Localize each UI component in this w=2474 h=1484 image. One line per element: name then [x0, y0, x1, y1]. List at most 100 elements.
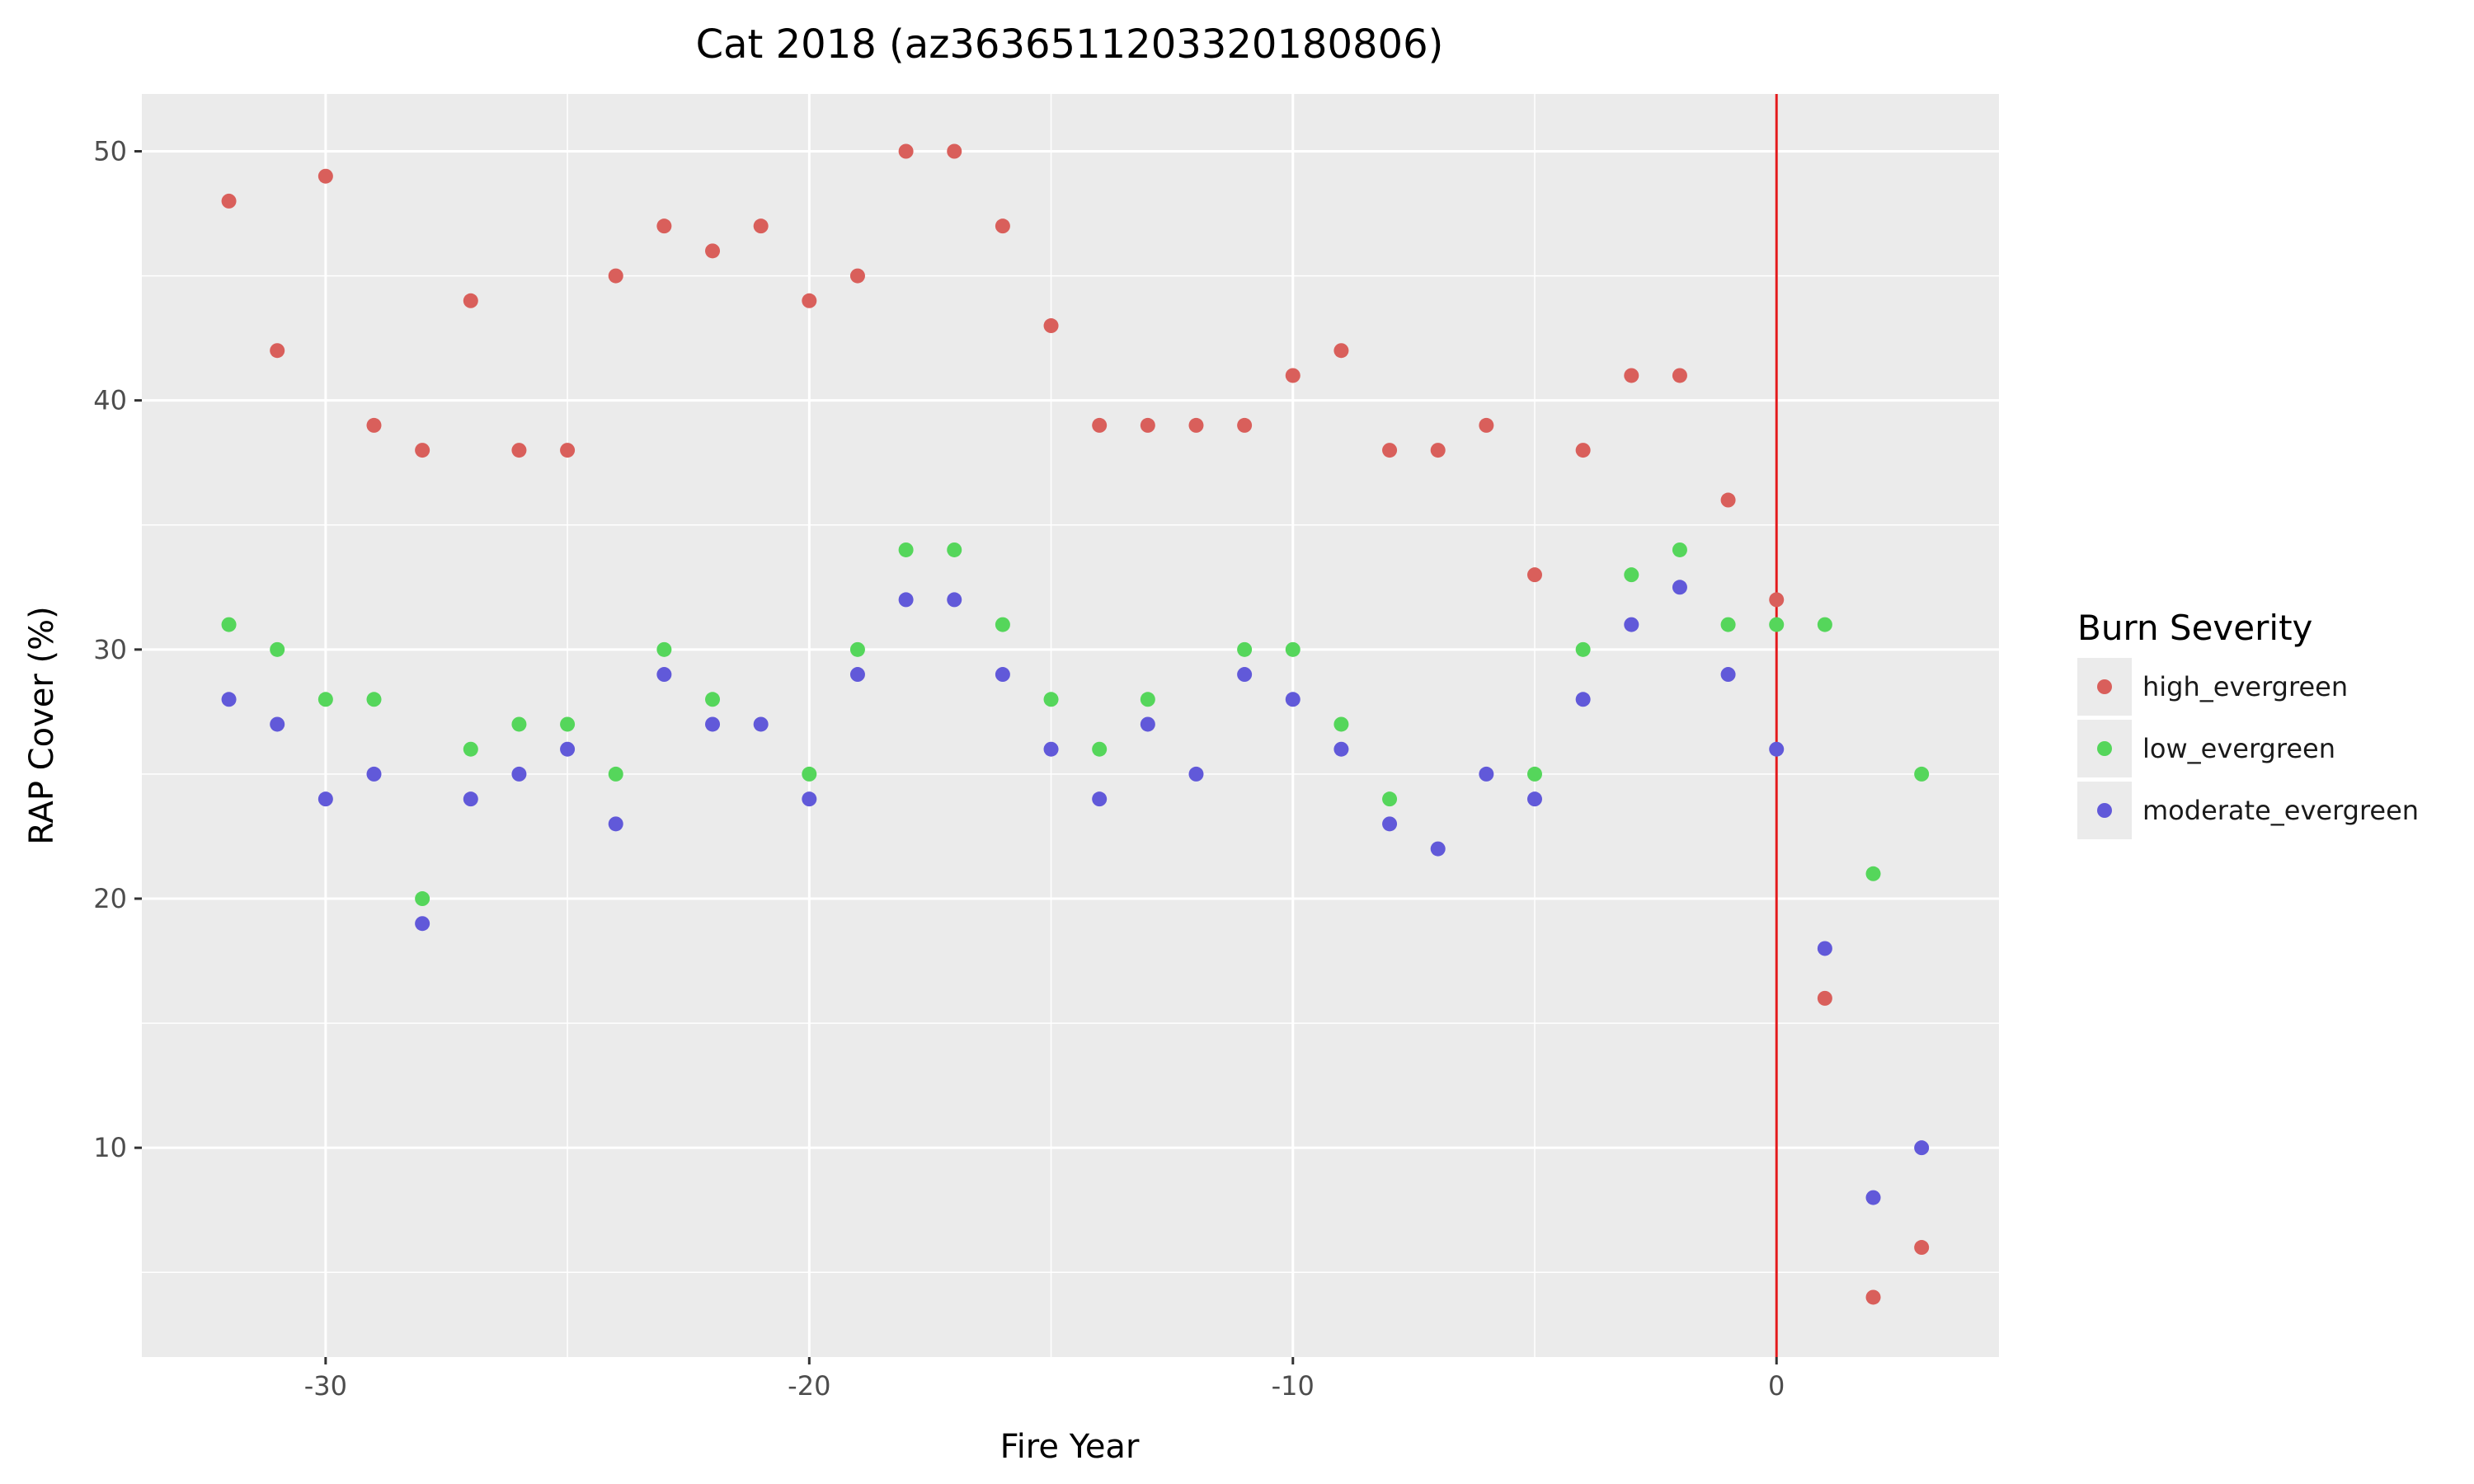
point-moderate-evergreen — [1575, 692, 1591, 707]
point-high-evergreen — [1140, 417, 1155, 433]
point-high-evergreen — [656, 218, 672, 234]
point-moderate-evergreen — [656, 667, 672, 683]
point-moderate-evergreen — [560, 741, 576, 757]
point-high-evergreen — [1672, 368, 1687, 383]
point-moderate-evergreen — [1527, 791, 1542, 807]
point-low-evergreen — [1382, 791, 1398, 807]
point-high-evergreen — [463, 293, 478, 308]
legend: Burn Severity high_evergreen low_evergree… — [2077, 608, 2419, 839]
point-moderate-evergreen — [366, 766, 382, 782]
point-high-evergreen — [221, 193, 237, 209]
y-axis-ticks: 10 20 30 40 50 — [93, 135, 142, 1163]
point-moderate-evergreen — [1672, 580, 1687, 595]
x-tick-label: -10 — [1272, 1370, 1315, 1402]
point-high-evergreen — [1769, 592, 1785, 608]
point-moderate-evergreen — [270, 716, 285, 732]
point-low-evergreen — [1575, 641, 1591, 657]
point-high-evergreen — [849, 268, 865, 284]
point-high-evergreen — [753, 218, 769, 234]
point-low-evergreen — [1527, 766, 1542, 782]
point-low-evergreen — [1720, 617, 1736, 632]
point-low-evergreen — [1769, 617, 1785, 632]
point-moderate-evergreen — [608, 816, 623, 832]
point-low-evergreen — [317, 692, 333, 707]
point-low-evergreen — [1624, 567, 1639, 583]
data-points — [221, 143, 1930, 1305]
point-low-evergreen — [1140, 692, 1155, 707]
point-high-evergreen — [947, 143, 962, 159]
point-high-evergreen — [1237, 417, 1253, 433]
x-axis-title: Fire Year — [1000, 1428, 1140, 1466]
point-low-evergreen — [1333, 716, 1349, 732]
y-axis-title: RAP Cover (%) — [23, 606, 61, 844]
y-tick-label: 40 — [93, 385, 127, 416]
point-low-evergreen — [656, 641, 672, 657]
point-low-evergreen — [1672, 542, 1687, 557]
point-high-evergreen — [511, 443, 527, 458]
x-tick-label: 0 — [1768, 1370, 1785, 1402]
chart-title: Cat 2018 (az3636511203320180806) — [696, 21, 1444, 68]
point-low-evergreen — [270, 641, 285, 657]
y-tick-label: 50 — [93, 135, 127, 167]
point-high-evergreen — [608, 268, 623, 284]
point-high-evergreen — [1914, 1240, 1930, 1256]
point-high-evergreen — [1333, 343, 1349, 359]
point-moderate-evergreen — [1188, 766, 1204, 782]
point-low-evergreen — [221, 617, 237, 632]
point-high-evergreen — [1624, 368, 1639, 383]
legend-label-moderate-evergreen: moderate_evergreen — [2142, 795, 2419, 826]
point-low-evergreen — [802, 766, 817, 782]
point-high-evergreen — [1527, 567, 1542, 583]
point-high-evergreen — [415, 443, 430, 458]
point-moderate-evergreen — [753, 716, 769, 732]
point-low-evergreen — [1043, 692, 1059, 707]
point-low-evergreen — [560, 716, 576, 732]
point-high-evergreen — [317, 168, 333, 184]
y-tick-label: 10 — [93, 1132, 127, 1163]
point-low-evergreen — [1285, 641, 1300, 657]
legend-label-low-evergreen: low_evergreen — [2142, 733, 2335, 764]
point-high-evergreen — [1575, 443, 1591, 458]
point-low-evergreen — [511, 716, 527, 732]
x-axis-ticks: -30 -20 -10 0 — [304, 1357, 1785, 1402]
point-moderate-evergreen — [511, 766, 527, 782]
y-tick-label: 20 — [93, 883, 127, 914]
point-high-evergreen — [1479, 417, 1494, 433]
legend-marker-low-evergreen — [2097, 741, 2112, 756]
point-low-evergreen — [1092, 741, 1108, 757]
y-tick-label: 30 — [93, 634, 127, 665]
point-moderate-evergreen — [1333, 741, 1349, 757]
point-moderate-evergreen — [1430, 841, 1446, 857]
point-moderate-evergreen — [1865, 1190, 1881, 1205]
point-moderate-evergreen — [898, 592, 914, 608]
point-high-evergreen — [1285, 368, 1300, 383]
point-moderate-evergreen — [221, 692, 237, 707]
point-low-evergreen — [366, 692, 382, 707]
legend-marker-high-evergreen — [2097, 679, 2112, 694]
point-moderate-evergreen — [1237, 667, 1253, 683]
point-moderate-evergreen — [415, 916, 430, 932]
point-high-evergreen — [1043, 318, 1059, 334]
x-tick-label: -30 — [304, 1370, 347, 1402]
point-high-evergreen — [270, 343, 285, 359]
point-moderate-evergreen — [1769, 741, 1785, 757]
point-low-evergreen — [849, 641, 865, 657]
point-moderate-evergreen — [1479, 766, 1494, 782]
legend-label-high-evergreen: high_evergreen — [2142, 671, 2348, 702]
point-low-evergreen — [608, 766, 623, 782]
point-low-evergreen — [415, 891, 430, 907]
point-moderate-evergreen — [1914, 1140, 1930, 1156]
point-high-evergreen — [1188, 417, 1204, 433]
point-high-evergreen — [1865, 1289, 1881, 1305]
point-low-evergreen — [463, 741, 478, 757]
point-moderate-evergreen — [947, 592, 962, 608]
point-low-evergreen — [1237, 641, 1253, 657]
point-low-evergreen — [898, 542, 914, 557]
point-high-evergreen — [802, 293, 817, 308]
point-moderate-evergreen — [1624, 617, 1639, 632]
point-high-evergreen — [898, 143, 914, 159]
legend-title: Burn Severity — [2077, 608, 2312, 648]
point-moderate-evergreen — [1817, 941, 1832, 956]
point-low-evergreen — [947, 542, 962, 557]
